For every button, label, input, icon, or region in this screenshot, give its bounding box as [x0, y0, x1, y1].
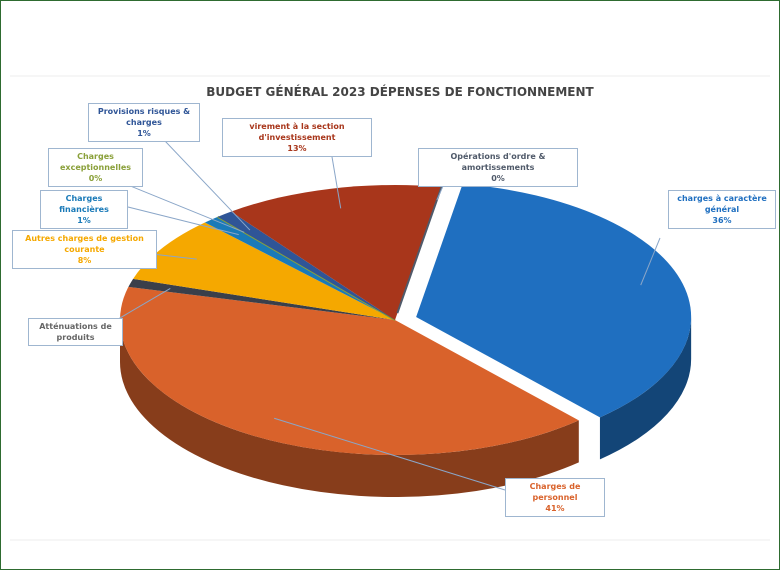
label-name: Charges financières: [59, 194, 109, 214]
slice: [217, 211, 395, 320]
pie-sides: [120, 316, 692, 497]
pie-tops: [119, 179, 692, 455]
label-value: 13%: [287, 144, 307, 153]
data-label: Charges financières 1%: [40, 190, 128, 229]
slice-side: [599, 316, 692, 460]
leader-line: [640, 237, 661, 286]
label-name: Charges de personnel: [529, 482, 581, 502]
slice-side: [120, 320, 579, 497]
data-label: virement à la section d'investissement 13…: [222, 118, 372, 157]
label-name: Charges exceptionnelles: [59, 152, 132, 172]
leader-line: [274, 417, 506, 491]
label-value: 1%: [137, 129, 151, 138]
label-name: charges à caractère général: [677, 194, 767, 214]
label-value: 36%: [712, 216, 732, 225]
slice: [119, 286, 579, 455]
slice: [416, 183, 692, 418]
data-label: Provisions risques & charges 1%: [88, 103, 200, 142]
label-value: 41%: [545, 504, 565, 513]
leader-line: [127, 206, 239, 236]
label-name: virement à la section d'investissement: [249, 122, 345, 142]
label-value: 0%: [491, 174, 505, 183]
data-label: Opérations d'ordre & amortissements 0%: [418, 148, 578, 187]
slice: [133, 222, 396, 320]
label-value: 8%: [77, 256, 92, 265]
slice: [204, 216, 395, 320]
label-value: 0%: [88, 174, 103, 183]
data-label: Atténuations de produits: [28, 318, 123, 346]
data-label: Charges de personnel 41%: [505, 478, 605, 517]
data-label: Autres charges de gestion courante 8%: [12, 230, 157, 269]
label-name: Atténuations de produits: [39, 322, 112, 342]
label-name: Opérations d'ordre & amortissements: [450, 152, 546, 172]
label-name: Provisions risques & charges: [97, 107, 191, 127]
data-label: Charges exceptionnelles 0%: [48, 148, 143, 187]
label-value: 1%: [77, 216, 91, 225]
label-name: Autres charges de gestion courante: [25, 234, 144, 254]
slice: [231, 185, 442, 320]
data-label: charges à caractère général 36%: [668, 190, 776, 229]
slice: [128, 278, 395, 320]
chart-title: BUDGET GÉNÉRAL 2023 DÉPENSES DE FONCTION…: [206, 84, 594, 99]
